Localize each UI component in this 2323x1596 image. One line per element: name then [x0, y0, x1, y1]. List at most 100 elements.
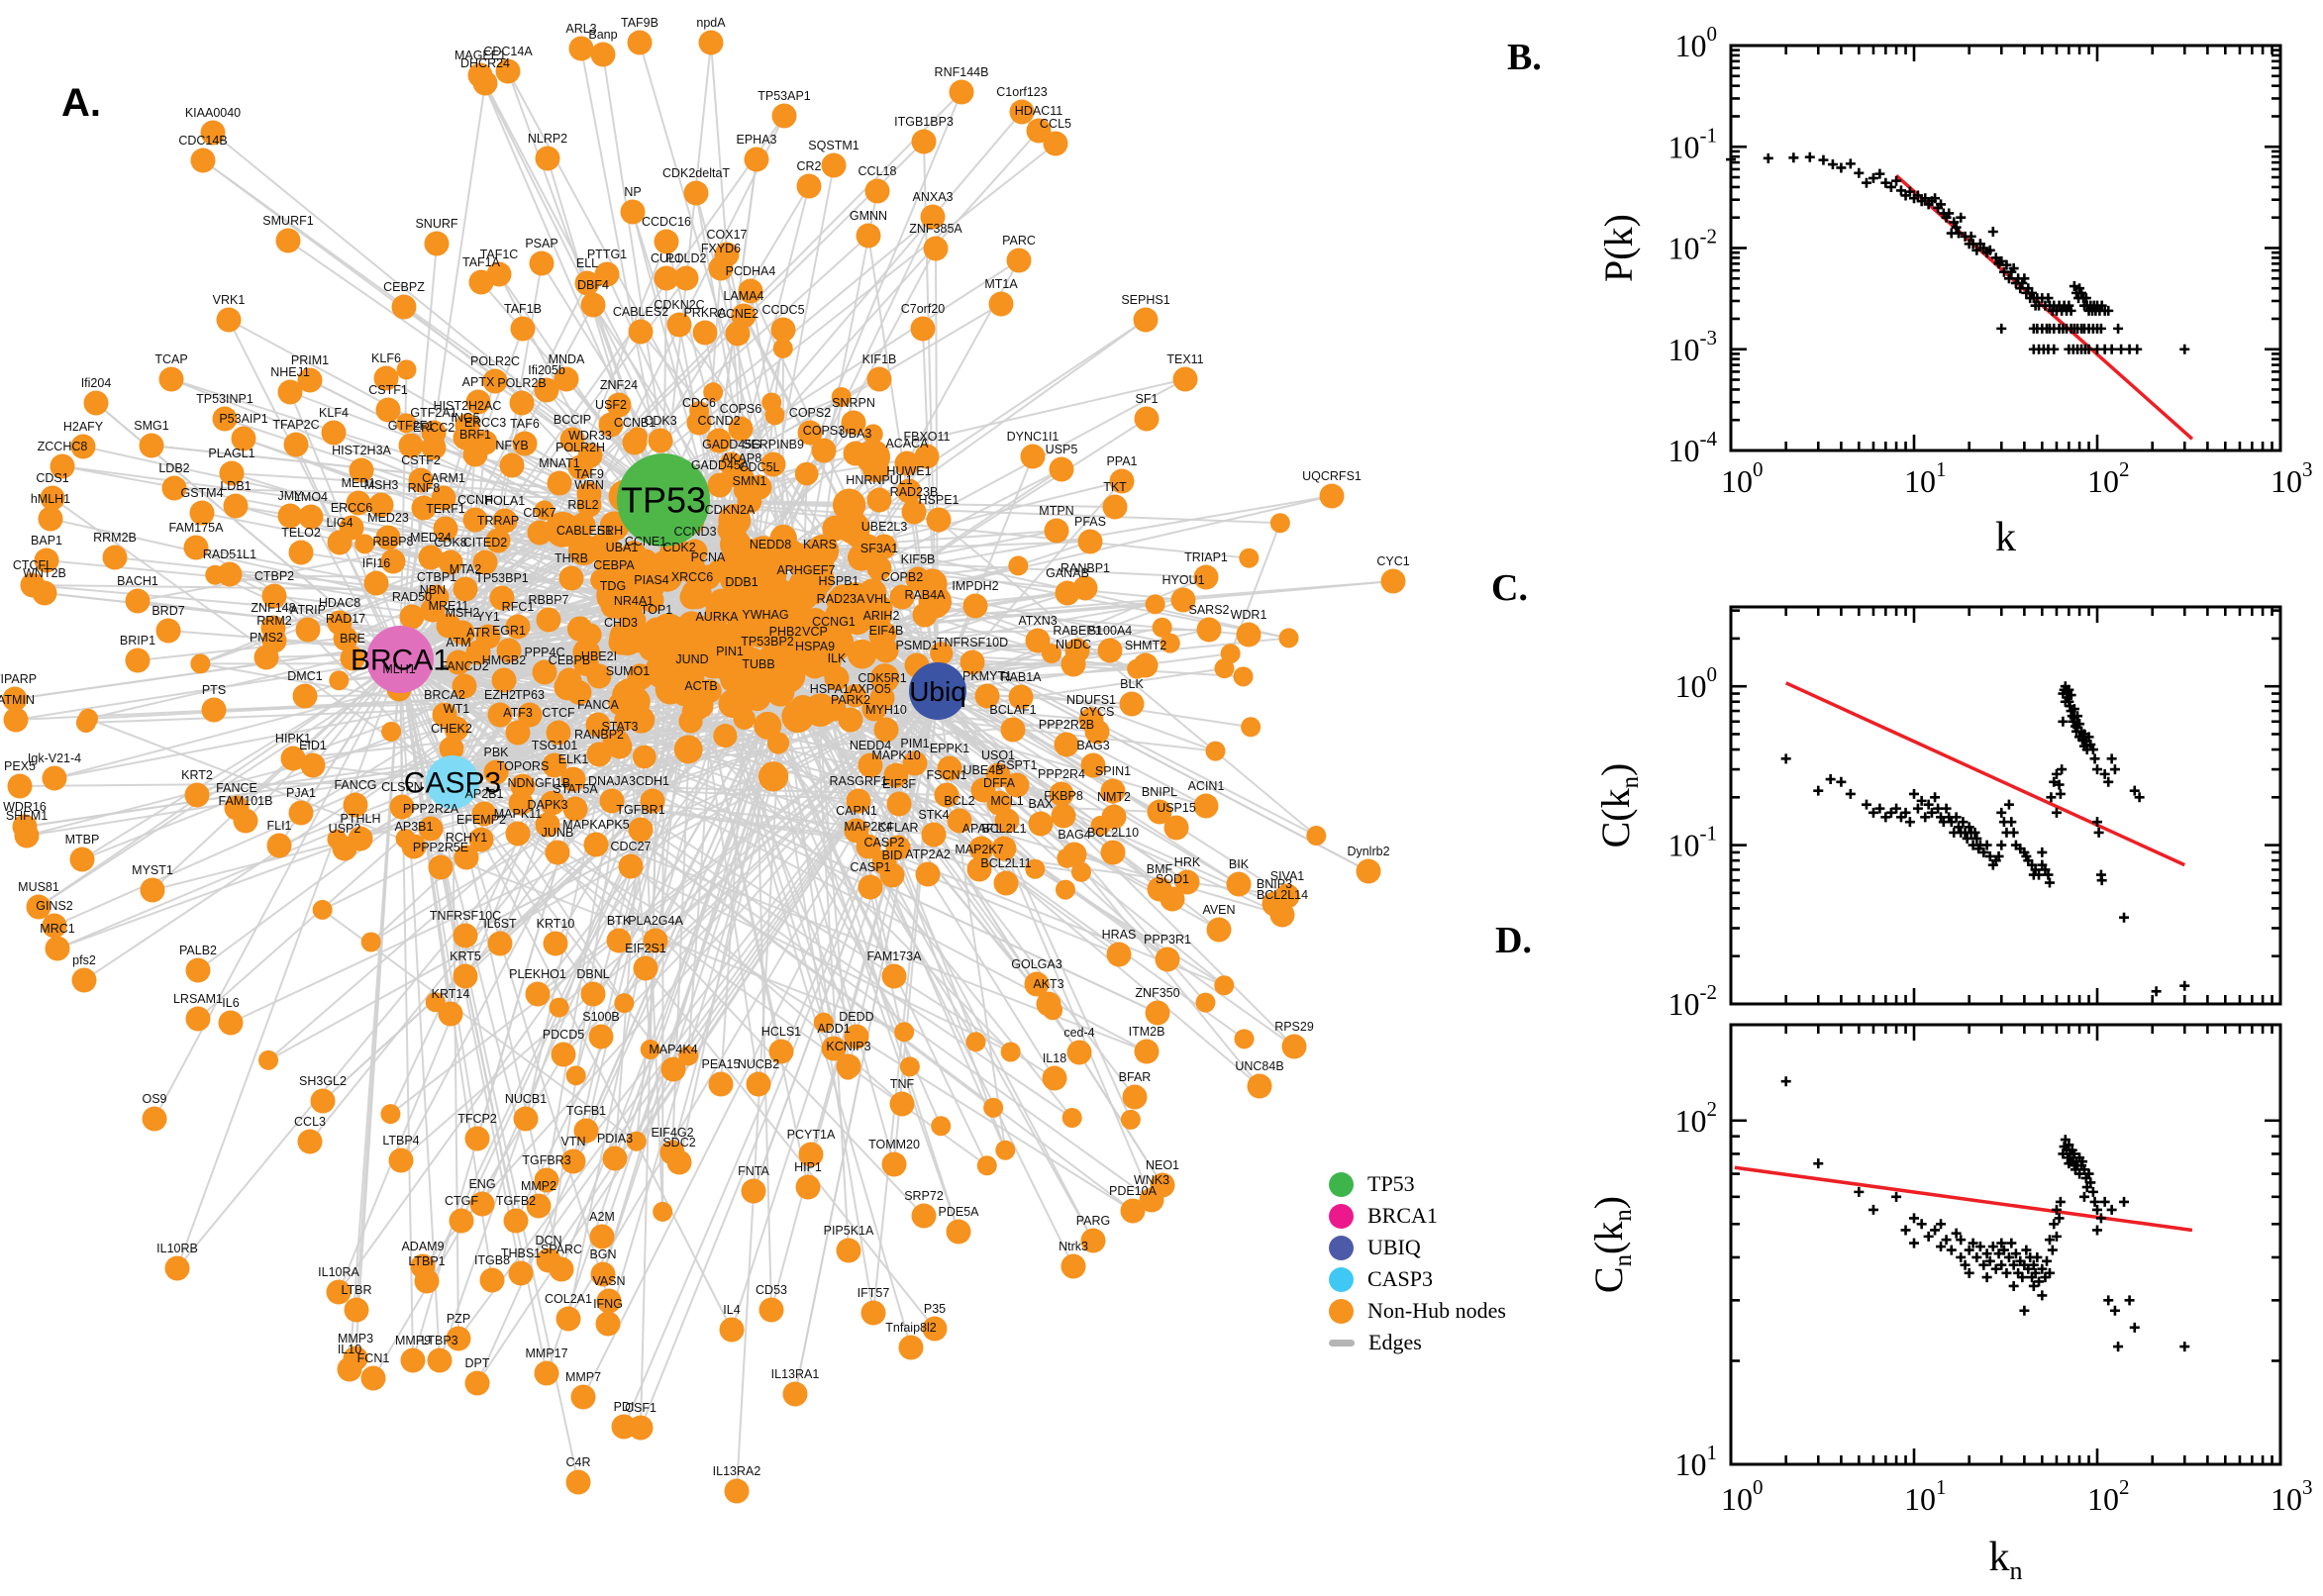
network-node	[590, 42, 616, 67]
network-node	[1214, 658, 1235, 679]
network-node	[428, 854, 454, 880]
network-node	[453, 923, 478, 948]
network-node	[768, 1039, 794, 1064]
network-node	[678, 1046, 699, 1066]
node-label: AURKA	[695, 610, 739, 624]
tick-label: 101	[1675, 1441, 1718, 1482]
node-label: EIF3F	[882, 777, 916, 791]
node-label: RAB4A	[905, 588, 947, 602]
network-node	[337, 1356, 362, 1382]
network-node	[1054, 732, 1079, 757]
network-node	[682, 539, 708, 564]
node-label: CCND3	[673, 525, 716, 539]
axis-title: P(k)	[1596, 214, 1641, 282]
network-node	[14, 823, 40, 848]
node-label: TSG101	[532, 739, 578, 752]
network-node	[911, 129, 937, 154]
network-node	[574, 270, 600, 296]
network-node	[628, 817, 654, 843]
network-node	[277, 379, 303, 405]
network-node	[821, 629, 847, 654]
network-node	[464, 1126, 490, 1151]
network-node	[1025, 858, 1046, 879]
network-node	[1269, 513, 1290, 534]
network-node	[190, 653, 211, 674]
network-node	[396, 359, 417, 380]
plot-c: 100 10-1 10-2 C(kn)	[1593, 605, 2282, 1022]
node-label: FKBP8	[1044, 789, 1083, 803]
network-node	[70, 434, 96, 459]
node-label: CLSPN	[381, 780, 423, 794]
node-label: BAX	[1028, 797, 1054, 811]
node-label: ARL3	[565, 22, 596, 36]
legend-item: CASP3	[1329, 1263, 1557, 1295]
network-node	[400, 1347, 426, 1373]
network-node	[1133, 307, 1159, 333]
network-node	[640, 1039, 660, 1059]
node-label: WT1	[444, 702, 469, 716]
network-node	[860, 1300, 886, 1326]
network-node	[1119, 691, 1145, 717]
network-node	[421, 435, 447, 460]
network-node	[489, 585, 515, 611]
network-node	[626, 1131, 647, 1151]
network-node	[883, 762, 909, 788]
network-node	[614, 993, 635, 1014]
network-node	[873, 638, 899, 663]
network-node	[452, 673, 477, 699]
node-label: JUNB	[542, 826, 574, 840]
network-node	[288, 540, 314, 565]
network-node	[142, 1106, 167, 1132]
network-node	[343, 792, 368, 818]
network-node	[1024, 971, 1050, 997]
network-node	[660, 1056, 686, 1082]
network-node	[1060, 1253, 1086, 1279]
legend-label: CASP3	[1367, 1266, 1434, 1291]
node-label: npdA	[696, 16, 726, 30]
network-node	[161, 475, 187, 501]
network-node	[32, 580, 57, 606]
node-label: BCL2L10	[1087, 826, 1139, 840]
network-node	[1160, 633, 1180, 653]
node-label: ATP2A2	[905, 848, 951, 861]
network-node	[512, 431, 538, 456]
network-node	[368, 492, 394, 518]
node-label: HIST2H2AC	[434, 399, 502, 413]
network-node	[705, 593, 730, 618]
node-label: TUBB	[742, 657, 774, 671]
tick-label: 10-3	[1668, 326, 1718, 367]
network-node	[495, 58, 521, 84]
node-label: PIN1	[716, 645, 744, 658]
network-node	[297, 1129, 323, 1154]
tick-label: 10-4	[1668, 427, 1718, 468]
network-node	[821, 1036, 847, 1061]
network-node	[42, 765, 67, 791]
network-node	[125, 588, 151, 614]
network-node	[509, 390, 535, 416]
network-node	[453, 576, 478, 602]
node-label: HDAC8	[319, 596, 360, 610]
network-node	[926, 507, 952, 533]
network-node	[717, 517, 743, 543]
network-node	[753, 622, 778, 648]
tick-label: 100	[1675, 22, 1718, 63]
network-node	[847, 639, 877, 669]
network-node	[1106, 942, 1132, 967]
network-node	[831, 386, 852, 407]
node-label: TP53BP2	[741, 635, 794, 648]
node-label: COPS6	[720, 402, 761, 416]
node-label: SF3A1	[860, 542, 898, 555]
tick-label: 10-1	[1668, 123, 1718, 164]
network-node	[540, 790, 565, 816]
network-node	[50, 453, 75, 479]
network-node	[1120, 1109, 1141, 1130]
node-label: RAD50	[392, 590, 432, 604]
network-node	[438, 549, 463, 575]
network-node	[947, 808, 972, 834]
network-node	[1214, 975, 1235, 996]
node-label: PPP2R5E	[413, 841, 468, 854]
tick-label: 100	[1721, 457, 1764, 499]
network-node	[602, 1146, 628, 1171]
legend-label: BRCA1	[1367, 1203, 1438, 1228]
node-label: RABEP1	[1053, 624, 1101, 638]
